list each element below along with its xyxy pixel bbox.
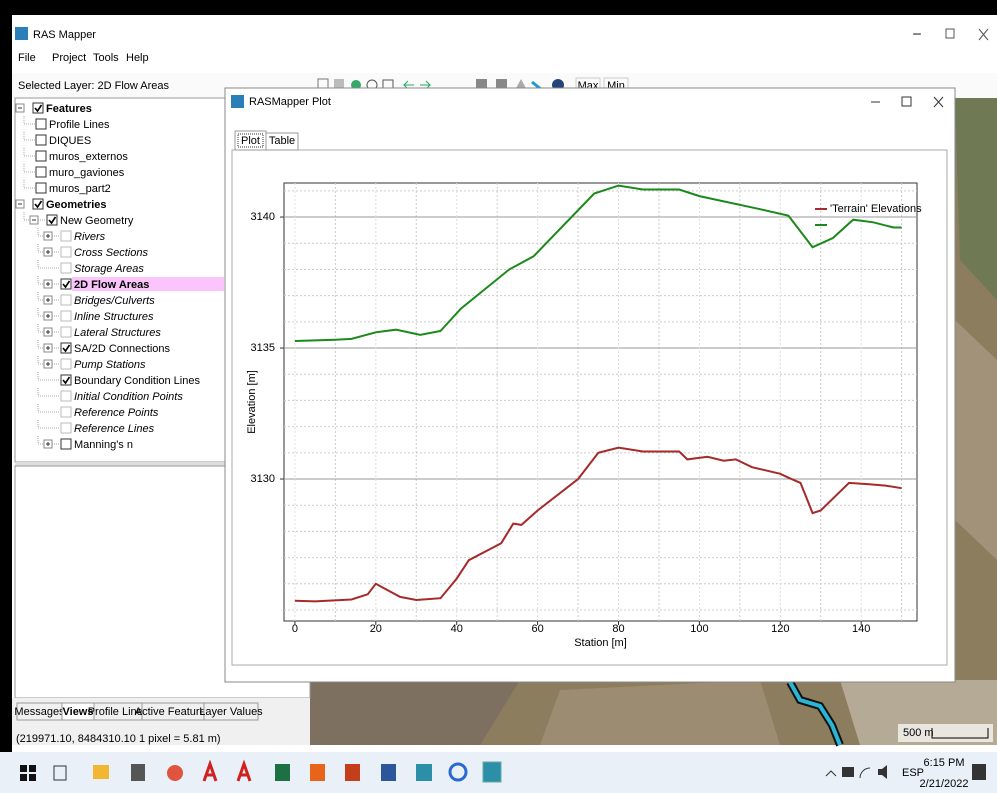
map-terrain [540, 680, 780, 745]
menu-item[interactable]: Project [52, 52, 86, 64]
tree-checkbox[interactable] [61, 423, 71, 433]
tree-label[interactable]: Geometries [46, 199, 107, 211]
tree-checkbox[interactable] [61, 327, 71, 337]
tree-label[interactable]: Inline Structures [74, 311, 154, 323]
plot-tabs: Plot Table [235, 131, 298, 150]
tray-time[interactable]: 6:15 PM [924, 757, 965, 769]
tree-label[interactable]: Cross Sections [74, 247, 148, 259]
app-calculator[interactable] [131, 764, 145, 781]
tree-checkbox[interactable] [36, 119, 46, 129]
tree-label[interactable]: Profile Lines [49, 119, 110, 131]
plot-tab-label[interactable]: Table [269, 135, 295, 147]
x-tick-label: 100 [690, 623, 708, 635]
tree-checkbox[interactable] [61, 247, 71, 257]
tree-label[interactable]: DIQUES [49, 135, 91, 147]
y-axis-label: Elevation [m] [246, 370, 258, 434]
x-tick-label: 140 [852, 623, 870, 635]
tree-label[interactable]: Lateral Structures [74, 327, 161, 339]
tab-label[interactable]: Layer Values [199, 706, 263, 718]
tray-date[interactable]: 2/21/2022 [920, 778, 969, 790]
x-tick-label: 20 [370, 623, 382, 635]
tree-label[interactable]: Initial Condition Points [74, 391, 183, 403]
tree-checkbox[interactable] [61, 407, 71, 417]
x-tick-label: 0 [292, 623, 298, 635]
app-browser[interactable] [167, 765, 183, 781]
tree-checkbox[interactable] [61, 359, 71, 369]
x-axis-label: Station [m] [574, 637, 627, 649]
legend-label: 'Terrain' Elevations [830, 203, 922, 215]
x-tick-label: 80 [612, 623, 624, 635]
y-tick-label: 3135 [251, 342, 275, 354]
x-tick-label: 120 [771, 623, 789, 635]
app-ras[interactable] [416, 764, 432, 781]
bottom-tabs: MessagesViewsProfile LinesActive Feature… [14, 703, 263, 720]
scale-label: 500 m [903, 727, 934, 739]
app-title: RAS Mapper [33, 29, 96, 41]
tree-checkbox[interactable] [36, 151, 46, 161]
menu-item[interactable]: Tools [93, 52, 119, 64]
screen: RAS Mapper – Selected Layer: 2D Flow Are… [0, 0, 997, 793]
tree-label[interactable]: 2D Flow Areas [74, 279, 149, 291]
x-tick-label: 60 [531, 623, 543, 635]
plot-tab-label[interactable]: Plot [241, 135, 260, 147]
tree-label[interactable]: Storage Areas [74, 263, 144, 275]
tree-checkbox[interactable] [61, 295, 71, 305]
x-tick-label: 40 [451, 623, 463, 635]
tree-label[interactable]: Boundary Condition Lines [74, 375, 200, 387]
app-icon [15, 27, 28, 40]
tree-checkbox[interactable] [61, 439, 71, 449]
menu-item[interactable]: File [18, 52, 36, 64]
status-bar: (219971.10, 8484310.10 1 pixel = 5.81 m) [16, 733, 221, 745]
tree-label[interactable]: muros_externos [49, 151, 128, 163]
tree-label[interactable]: muros_part2 [49, 183, 111, 195]
tab-label[interactable]: Messages [14, 706, 65, 718]
tree-label[interactable]: Features [46, 103, 92, 115]
notifications[interactable] [972, 764, 986, 780]
app-pdf[interactable] [310, 764, 325, 781]
tree-label[interactable]: New Geometry [60, 215, 134, 227]
selected-layer: Selected Layer: 2D Flow Areas [18, 80, 170, 92]
page: RAS Mapper – Selected Layer: 2D Flow Are… [0, 0, 997, 793]
app-explorer[interactable] [93, 765, 109, 779]
tree-label[interactable]: Bridges/Culverts [74, 295, 155, 307]
tree-label[interactable]: Manning's n [74, 439, 133, 451]
minimize-button[interactable]: – [913, 25, 921, 41]
tree-checkbox[interactable] [36, 135, 46, 145]
tree-label[interactable]: muro_gaviones [49, 167, 125, 179]
tree-label[interactable]: Rivers [74, 231, 106, 243]
tree-checkbox[interactable] [36, 167, 46, 177]
tree-checkbox[interactable] [61, 311, 71, 321]
tree-checkbox[interactable] [61, 263, 71, 273]
plot-window-icon [231, 95, 244, 108]
map-terrain [955, 320, 997, 560]
menu-item[interactable]: Help [126, 52, 149, 64]
tree-label[interactable]: Pump Stations [74, 359, 146, 371]
tree-checkbox[interactable] [61, 231, 71, 241]
tree-label[interactable]: SA/2D Connections [74, 343, 170, 355]
app-excel[interactable] [275, 764, 290, 781]
y-tick-label: 3130 [251, 473, 275, 485]
tree-label[interactable]: Reference Lines [74, 423, 155, 435]
y-tick-label: 3140 [251, 211, 275, 223]
plot-window-title: RASMapper Plot [249, 96, 331, 108]
app-powerpoint[interactable] [345, 764, 360, 781]
tree-checkbox[interactable] [61, 391, 71, 401]
plot-area [284, 183, 917, 621]
tree-label[interactable]: Reference Points [74, 407, 159, 419]
app-word[interactable] [381, 764, 396, 781]
app-ras-active[interactable] [483, 762, 501, 782]
tree-checkbox[interactable] [36, 183, 46, 193]
tray-battery[interactable] [842, 767, 854, 777]
